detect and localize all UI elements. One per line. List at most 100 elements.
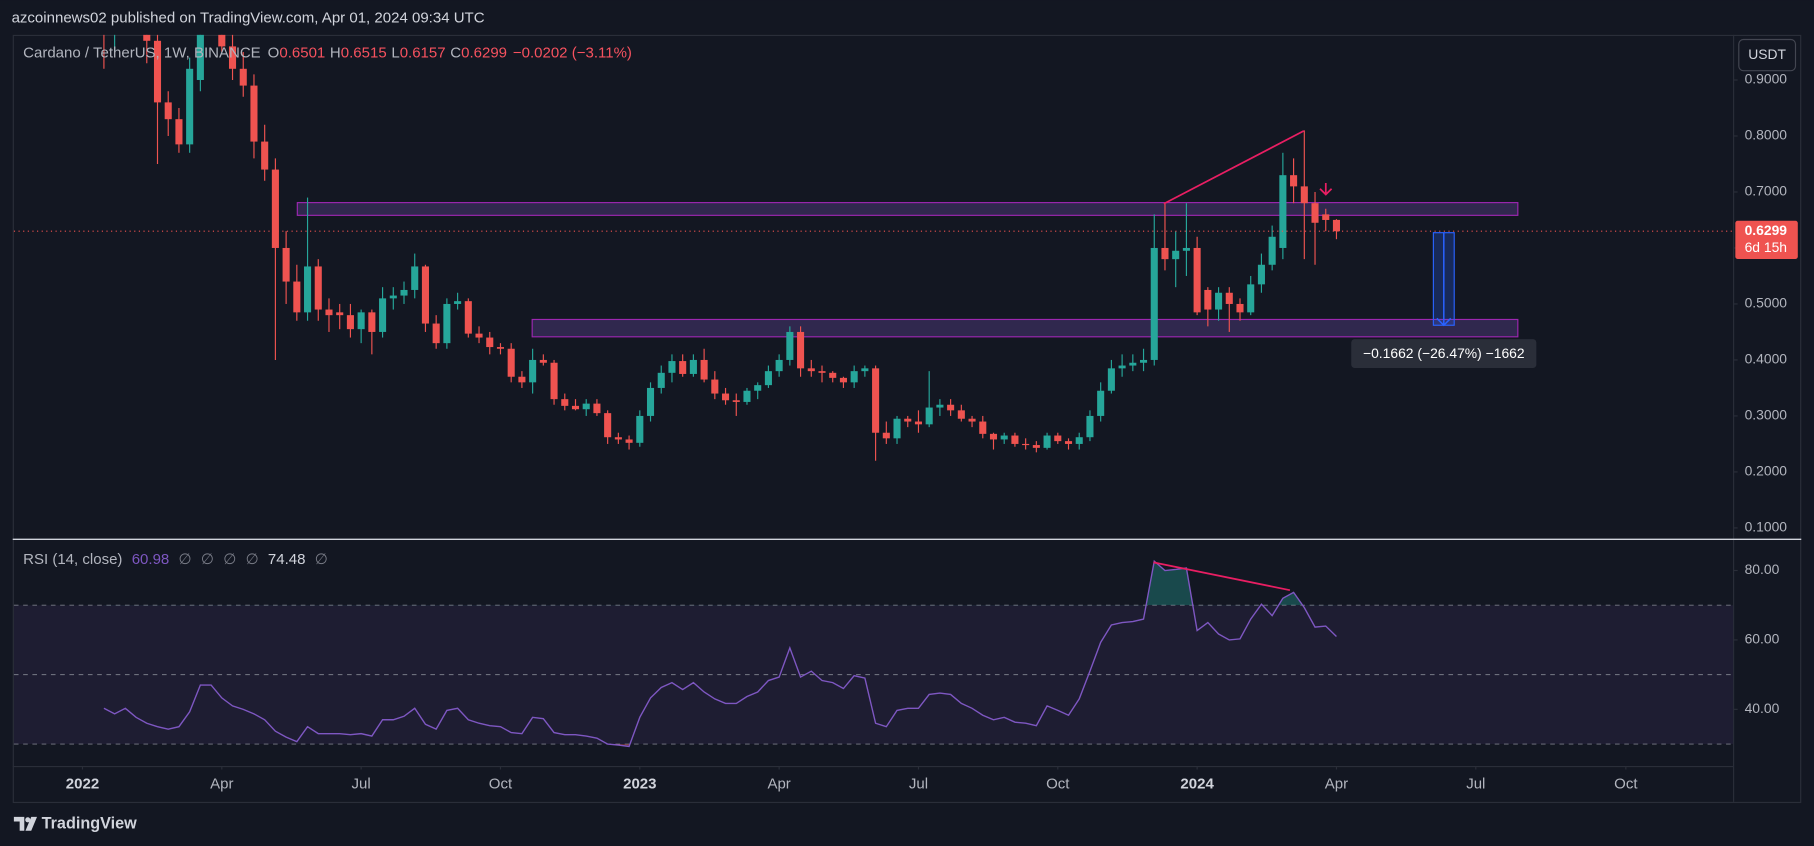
candle-body [175,119,183,145]
candle-body [957,410,965,419]
candle-body [636,415,644,443]
candle-body [1000,435,1008,440]
candle-body [389,295,397,299]
currency-label[interactable]: USDT [1748,46,1786,62]
candle-body [1236,303,1244,313]
candle-body [582,403,590,410]
candle-body [539,359,547,363]
candle-body [732,400,740,402]
publisher: azcoinnews02 published on TradingView.co… [12,10,485,27]
candle-body [325,309,333,316]
candle-body [1182,247,1190,251]
candle-body [1225,292,1233,304]
measure-label: −0.1662 (−26.47%) −1662 [1363,345,1525,361]
candle-body [561,399,569,406]
candle-body [196,34,204,80]
candle-body [1011,435,1019,444]
candle-body [968,418,976,422]
candle-body [357,312,365,330]
x-tick-label: Oct [489,775,513,792]
ohlc-label: L [391,44,399,61]
candle-body [764,371,772,386]
last-price-box [1735,220,1798,259]
last-price-label: 0.6299 [1745,222,1788,238]
candle-body [775,359,783,372]
rsi-line [103,559,1337,748]
candle-body [368,312,376,332]
placeholder: ∅ [315,551,328,568]
footer-logo [13,816,38,831]
rsi-value: 60.98 [132,551,170,568]
y-tick-label: 0.8000 [1745,127,1788,143]
candle-body [143,34,151,41]
candle-body [475,333,483,338]
candle-body [872,368,880,433]
y-tick-label: 0.4000 [1745,351,1788,367]
candle-body [486,337,494,348]
change: −0.0202 (−3.11%) [513,44,632,61]
placeholder: ∅ [179,551,192,568]
y-tick-label: 40.00 [1745,700,1780,716]
rsi-title: RSI (14, close) [23,551,122,568]
candle-body [679,361,687,374]
candle-body [1075,437,1083,444]
candle-body [304,266,312,313]
footer-brand: TradingView [42,815,137,833]
overbought-fill [1146,561,1303,606]
down-arrow [1319,182,1333,196]
candle-body [657,372,665,388]
y-tick-label: 80.00 [1745,561,1780,577]
candle-body [186,68,194,145]
candle-body [786,331,794,360]
candle-body [164,102,172,120]
candle-body [1332,219,1340,232]
candle-body [518,376,526,383]
logo-dot [25,817,31,823]
candle-body [346,315,354,330]
candle-body [1257,264,1265,285]
candle-body [1086,415,1094,438]
currency-button[interactable] [1738,38,1797,72]
candle-body [250,85,258,142]
candle-body [496,347,505,349]
candle-body [529,359,537,383]
candle-body [614,437,622,440]
candle-body [1204,289,1212,310]
y-tick-label: 0.7000 [1745,183,1788,199]
candle-body [807,368,815,372]
candle-body [839,377,847,383]
candle-body [893,418,901,439]
candle-body [571,405,580,410]
candle-body [550,362,558,400]
candle-body [400,289,408,296]
chart-frame [12,34,1802,804]
candle-body [722,393,730,401]
logo-mark [13,816,25,831]
candle-body [153,40,162,103]
candle-body [1150,247,1158,360]
ohlc-label: C [450,44,461,61]
y-tick-label: 0.1000 [1745,519,1788,535]
logo-mark [25,816,38,831]
candle-body [947,404,955,411]
candle-body [1311,203,1319,223]
candle-body [1032,445,1040,448]
candle-body [443,303,451,344]
candle-body [1097,390,1105,416]
x-tick-label: Oct [1046,775,1070,792]
candle-body [1161,247,1169,260]
rsi-divergence-line [1153,561,1291,592]
candle-body [979,421,987,434]
rsi-ma-value: 74.48 [268,551,306,568]
drawings: −0.1662 (−26.47%) −1662 [1153,130,1537,592]
ohlc-label: H [330,44,341,61]
candle-body [1043,435,1051,448]
candle-body [711,379,719,394]
y-tick-label: 0.3000 [1745,407,1788,423]
candle-body [689,359,697,374]
placeholder: ∅ [246,551,259,568]
support-zone [531,318,1519,338]
candle-body [464,301,472,334]
